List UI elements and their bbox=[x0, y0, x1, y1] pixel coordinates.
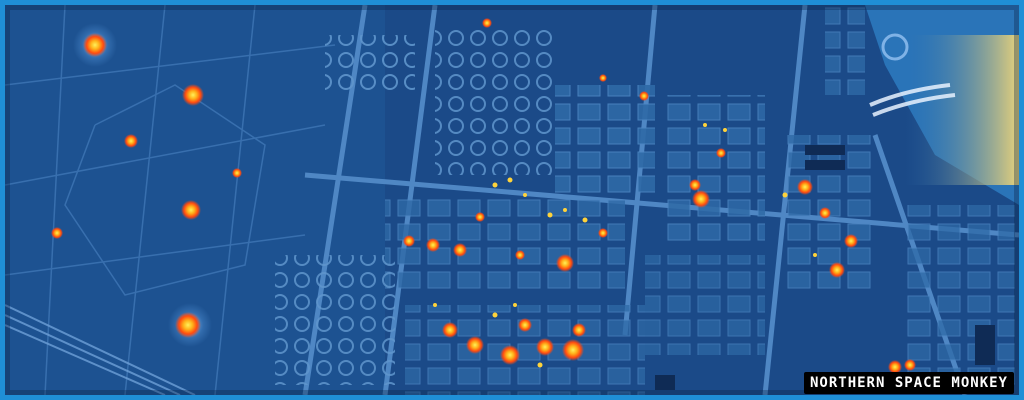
watermark-label: NORTHERN SPACE MONKEY bbox=[803, 372, 1014, 394]
thermal-scene-svg bbox=[5, 5, 1019, 395]
thermal-satellite-image bbox=[5, 5, 1019, 395]
